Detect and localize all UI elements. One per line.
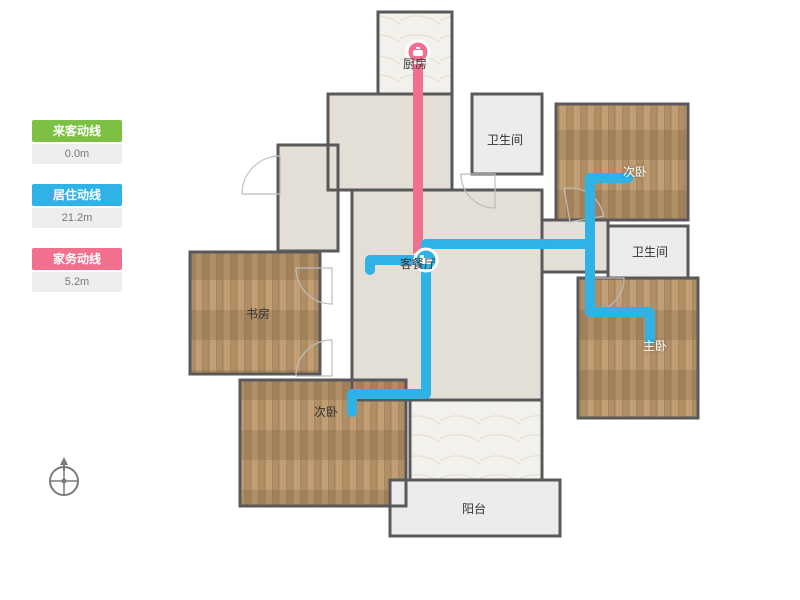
room-label-master: 主卧 <box>643 339 667 353</box>
door-arc-0 <box>242 156 280 194</box>
room-label-study: 书房 <box>246 306 270 321</box>
legend-item-chore: 家务动线 5.2m <box>32 248 122 292</box>
compass-icon <box>40 455 88 503</box>
room-balcony_fill <box>410 400 542 480</box>
room-label-sec_bed2: 次卧 <box>314 405 338 419</box>
room-label-kitchen: 厨房 <box>403 56 427 71</box>
room-label-bath2: 卫生间 <box>632 245 668 259</box>
room-label-bath1: 卫生间 <box>487 133 523 147</box>
legend-label-chore: 家务动线 <box>32 248 122 270</box>
legend-label-guest: 来客动线 <box>32 120 122 142</box>
legend-value-living: 21.2m <box>32 208 122 228</box>
room-label-living_main: 客餐厅 <box>400 256 436 271</box>
room-sec_bed1 <box>556 104 688 220</box>
legend-value-chore: 5.2m <box>32 272 122 292</box>
room-label-sec_bed1: 次卧 <box>623 165 647 179</box>
floorplan: 厨房客餐厅卫生间卫生间次卧主卧书房次卧阳台 <box>160 10 760 570</box>
legend-label-living: 居住动线 <box>32 184 122 206</box>
legend: 来客动线 0.0m 居住动线 21.2m 家务动线 5.2m <box>32 120 122 312</box>
pot-icon <box>413 50 423 56</box>
room-living_upper <box>328 94 452 190</box>
legend-item-guest: 来客动线 0.0m <box>32 120 122 164</box>
room-master <box>578 278 698 418</box>
legend-item-living: 居住动线 21.2m <box>32 184 122 228</box>
room-living_main <box>352 190 542 400</box>
room-label-balcony: 阳台 <box>462 501 486 516</box>
room-fills <box>190 12 698 536</box>
legend-value-guest: 0.0m <box>32 144 122 164</box>
